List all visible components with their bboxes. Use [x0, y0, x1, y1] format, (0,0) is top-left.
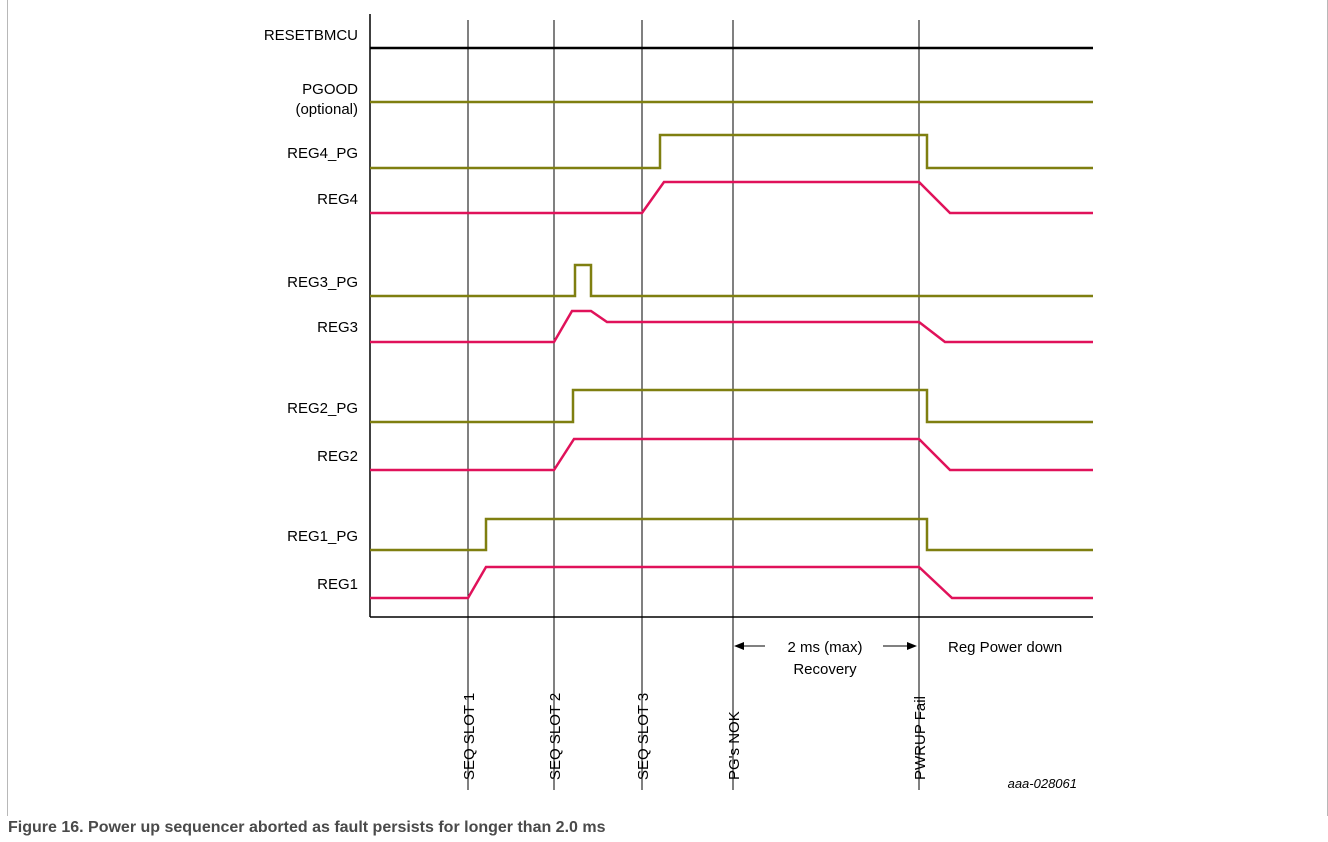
- marker-label-slot1: SEQ SLOT 1: [461, 693, 478, 780]
- timing-diagram: RESETBMCU PGOOD (optional) REG4_PG REG4 …: [264, 14, 1093, 791]
- wave-reg4: [370, 180, 1093, 215]
- recovery-arrow-right-head: [907, 642, 917, 650]
- marker-label-pg-nok: PG's NOK: [726, 711, 743, 780]
- label-reg2: REG2: [317, 448, 358, 465]
- label-reg3: REG3: [317, 319, 358, 336]
- wave-reg1: [370, 565, 1093, 600]
- wave-reg3-pg: [370, 263, 1093, 298]
- label-resetbmcu: RESETBMCU: [264, 27, 358, 44]
- label-reg4: REG4: [317, 191, 358, 208]
- label-reg1: REG1: [317, 576, 358, 593]
- wave-reg3: [370, 309, 1093, 344]
- wave-reg4-pg: [370, 133, 1093, 170]
- label-pgood: PGOOD: [302, 81, 358, 98]
- marker-label-slot3: SEQ SLOT 3: [635, 693, 652, 780]
- label-reg4-pg: REG4_PG: [287, 145, 358, 162]
- marker-label-pwrup-fail: PWRUP Fail: [912, 696, 929, 780]
- reg-power-down-label: Reg Power down: [948, 639, 1062, 656]
- document-id: aaa-028061: [1008, 776, 1077, 791]
- wave-reg1-pg: [370, 517, 1093, 552]
- label-pgood-optional: (optional): [295, 101, 358, 118]
- figure-caption: Figure 16. Power up sequencer aborted as…: [8, 819, 606, 836]
- recovery-time-label: 2 ms (max): [788, 639, 863, 656]
- label-reg2-pg: REG2_PG: [287, 400, 358, 417]
- wave-reg2-pg: [370, 388, 1093, 424]
- recovery-label: Recovery: [793, 661, 857, 678]
- label-reg3-pg: REG3_PG: [287, 274, 358, 291]
- recovery-arrow-left-head: [734, 642, 744, 650]
- marker-label-slot2: SEQ SLOT 2: [547, 693, 564, 780]
- wave-reg2: [370, 437, 1093, 472]
- label-reg1-pg: REG1_PG: [287, 528, 358, 545]
- marker-lines: [467, 20, 920, 790]
